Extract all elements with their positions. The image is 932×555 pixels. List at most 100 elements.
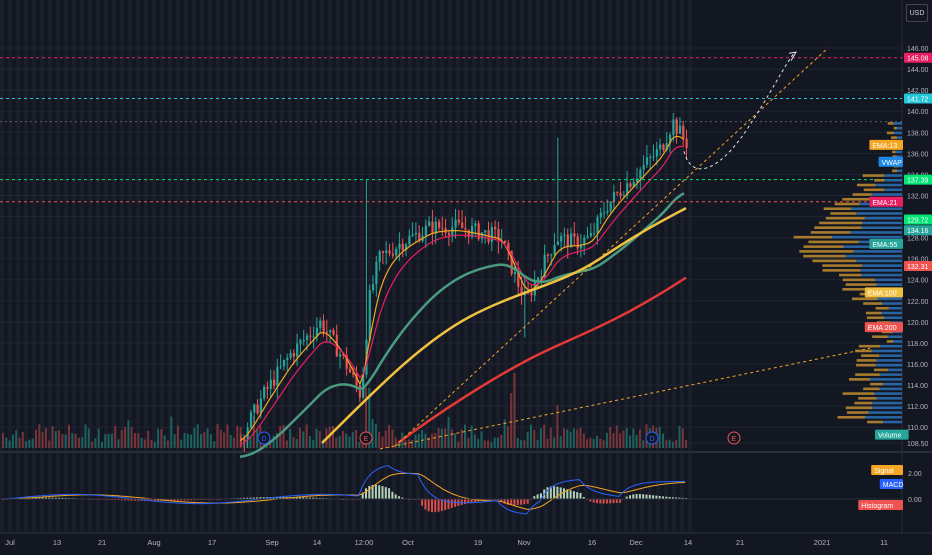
candle-body [513,272,517,275]
price-label-box [904,52,932,63]
candle-body [315,327,319,337]
volume-bar [127,420,130,448]
macd-line [1,464,686,515]
price-axis-tick: 124.00 [907,278,929,285]
candle-body [537,277,540,282]
volume-bar [556,404,559,448]
volume-bar [355,430,358,448]
grid-band [0,0,4,533]
volume-bar [206,428,209,448]
candle-body [556,241,559,246]
volume-bar [256,428,259,448]
price-label-text: 132.31 [907,264,929,271]
volume-profile-sell [822,269,861,272]
volume-bar [143,439,146,448]
macd-histogram-bar [256,497,259,499]
candle-body [273,379,276,386]
volume-bar [87,428,90,448]
candle-body [467,229,470,237]
candle-body [636,178,639,183]
price-axis-tick: 138.00 [907,130,929,137]
macd-histogram-bar [460,499,463,505]
candle-body [296,343,299,357]
volume-bar [186,433,189,448]
volume-profile-sell [875,306,889,310]
price-label: 137.39 [904,174,932,185]
grid-band [24,0,28,533]
volume-bar [44,428,47,448]
candle-body [289,353,292,358]
price-label-text: 129.72 [907,217,929,224]
volume-bar [378,431,381,448]
volume-profile-buy [872,401,902,405]
candle-body [325,331,328,333]
volume-profile-buy [865,415,902,419]
price-axis-tick: 126.00 [907,257,929,264]
earnings-marker-icon [359,431,373,445]
volume-bar [74,433,77,448]
macd-histogram-bar [130,499,133,501]
price-label-box [878,156,903,167]
volume-profile-sell [830,212,857,215]
volume-profile-buy [893,131,902,135]
price-axis-tick: 128.00 [907,236,929,243]
grid-band [568,0,572,533]
candle-body [589,233,592,237]
volume-bar [219,429,222,448]
macd-histogram-bar [302,497,305,499]
volume-profile-sell [799,250,854,253]
volume-profile-sell [856,183,876,187]
macd-axis-tick: 2.00 [908,471,922,478]
candle-body [339,354,342,357]
candle-body [368,290,371,340]
event-marker: E [359,431,373,445]
volume-bar [493,437,496,448]
volume-bar [500,434,503,448]
volume-bar [163,435,166,448]
macd-histogram-bar [368,485,371,499]
candle-body [332,329,335,335]
volume-profile-sell [803,245,844,248]
candle-body [543,254,546,277]
price-axis-tick: 136.00 [907,151,929,158]
volume-profile-sell [854,401,873,405]
candle-body [639,169,642,179]
volume-bar [365,388,367,448]
volume-profile-sell [845,283,877,286]
grid-band [64,0,68,533]
volume-bar [431,433,433,448]
macd-histogram-bar [424,499,427,510]
price-label-text: Volume [878,433,901,440]
candle-body [504,240,507,243]
volume-bar [209,434,212,448]
macd-histogram-bar [186,499,189,501]
macd-histogram-bar [427,499,430,512]
candle-body [665,143,668,150]
volume-bar [110,433,113,448]
candle-body [259,398,262,414]
volume-bar [391,429,394,448]
volume-bar [134,433,136,448]
currency-button[interactable]: USD [906,4,928,22]
volume-bar [477,438,480,448]
macd-histogram-bar [605,499,608,504]
grid-band [608,0,612,533]
macd-histogram-bar [582,497,585,499]
price-axis-tick: 116.00 [907,362,928,369]
volume-profile-sell [803,254,846,258]
event-marker-label: E [732,436,737,443]
volume-bar [51,426,54,448]
candle-body [497,229,500,242]
price-axis-tick: 142.00 [907,88,929,95]
time-axis-tick: Jul [5,538,15,547]
grid-band [48,0,52,533]
candle-body [348,368,352,373]
price-axis-tick: 110.00 [907,425,928,432]
volume-bar [596,435,598,448]
volume-bar [275,433,278,448]
volume-bar [437,428,440,448]
grid-band [184,0,188,533]
volume-profile-buy [884,178,902,182]
